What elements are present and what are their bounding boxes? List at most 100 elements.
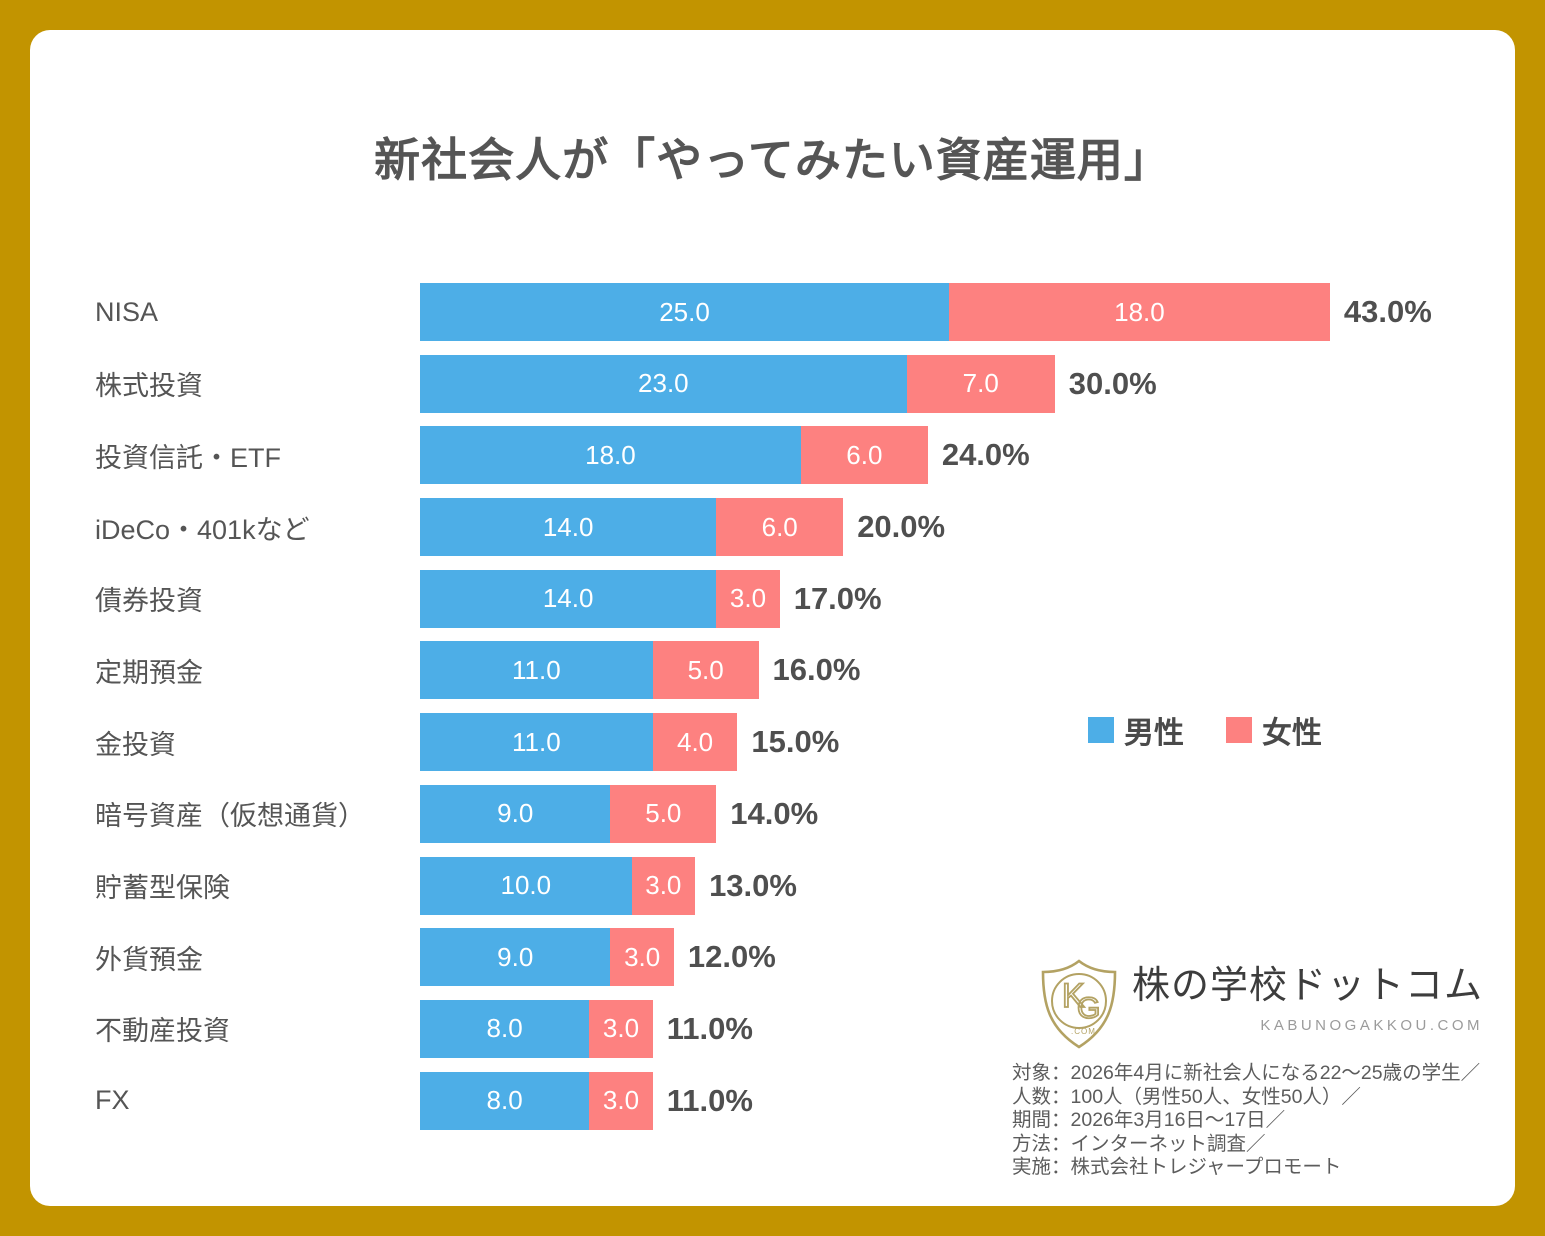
legend: 男性 女性 <box>1088 708 1322 752</box>
bar-stack: 23.0 7.0 <box>420 354 1055 413</box>
bar-male-value: 9.0 <box>497 941 534 972</box>
chart-row: 債券投資 14.0 3.0 17.0% <box>95 569 1432 628</box>
category-label: 定期預金 <box>95 657 203 688</box>
total-percent-label: 15.0% <box>751 724 840 760</box>
bar-female-segment: 18.0 <box>949 283 1330 341</box>
bar-female-segment: 4.0 <box>652 713 738 772</box>
infographic-card: 新社会人が「やってみたい資産運用」 NISA 25.0 18.0 43.0% 株… <box>30 30 1515 1206</box>
bar-male-value: 23.0 <box>638 368 689 399</box>
bar-female-segment: 3.0 <box>589 999 653 1058</box>
bar-female-value: 5.0 <box>645 798 682 829</box>
bar-male-value: 18.0 <box>585 439 636 470</box>
legend-male-label: 男性 <box>1124 717 1184 750</box>
bar-male-segment: 8.0 <box>420 1071 590 1130</box>
total-percent-label: 43.0% <box>1343 294 1432 329</box>
footnote-line: 人数：100人（男性50人、女性50人）／ <box>1012 1085 1361 1108</box>
bar-stack: 10.0 3.0 <box>420 856 696 915</box>
bar-female-segment: 3.0 <box>610 928 674 987</box>
brand-domain: KABUNOGAKKOU.COM <box>1260 1017 1484 1034</box>
bar-female-value: 3.0 <box>624 941 661 972</box>
bar-male-segment: 9.0 <box>420 784 611 843</box>
chart-row: iDeCo・401kなど 14.0 6.0 20.0% <box>95 498 1432 557</box>
bar-male-segment: 14.0 <box>420 569 717 628</box>
bar-male-value: 14.0 <box>542 511 594 542</box>
bar-stack: 14.0 6.0 <box>420 498 844 557</box>
bar-stack: 25.0 18.0 <box>420 283 1330 341</box>
bar-male-segment: 18.0 <box>420 426 801 485</box>
footnote-line: 対象：2026年4月に新社会人になる22〜25歳の学生／ <box>1012 1062 1481 1084</box>
chart-row: 外貨預金 9.0 3.0 12.0% <box>95 928 1432 987</box>
bar-male-segment: 8.0 <box>420 999 590 1058</box>
chart-row: 暗号資産（仮想通貨） 9.0 5.0 14.0% <box>95 784 1432 843</box>
svg-text:G: G <box>1077 992 1100 1025</box>
bar-male-segment: 14.0 <box>420 498 717 557</box>
bar-female-segment: 7.0 <box>906 354 1055 413</box>
bar-female-segment: 3.0 <box>716 569 780 628</box>
bar-male-segment: 11.0 <box>420 713 653 772</box>
chart-row: 定期預金 11.0 5.0 16.0% <box>95 641 1432 700</box>
total-percent-label: 13.0% <box>709 867 797 903</box>
bar-male-segment: 23.0 <box>420 354 907 413</box>
total-percent-label: 20.0% <box>857 509 946 545</box>
bar-female-segment: 6.0 <box>800 426 928 485</box>
bar-female-value: 6.0 <box>761 511 798 542</box>
chart: NISA 25.0 18.0 43.0% 株式投資 23.0 7.0 30.0%… <box>95 283 1432 1143</box>
shield-kg-icon: K G .COM <box>1041 959 1117 1049</box>
bar-stack: 14.0 3.0 <box>420 569 780 628</box>
category-label: 株式投資 <box>95 371 203 402</box>
category-label: 金投資 <box>95 729 176 760</box>
category-label: 貯蓄型保険 <box>95 873 230 903</box>
category-label: 暗号資産（仮想通貨） <box>95 801 365 832</box>
bar-stack: 11.0 5.0 <box>420 641 759 700</box>
bar-stack: 8.0 3.0 <box>420 1071 653 1130</box>
total-percent-label: 11.0% <box>666 1010 753 1046</box>
bar-male-value: 8.0 <box>486 1085 523 1116</box>
bar-stack: 18.0 6.0 <box>420 426 928 485</box>
category-label: iDeCo・401kなど <box>95 514 310 545</box>
bar-female-segment: 6.0 <box>716 498 844 557</box>
male-swatch <box>1088 717 1114 743</box>
bar-female-value: 3.0 <box>602 1085 640 1116</box>
svg-text:K: K <box>1062 977 1085 1015</box>
legend-item-female: 女性 <box>1226 708 1322 752</box>
bar-female-value: 5.0 <box>687 654 724 685</box>
legend-item-male: 男性 <box>1088 708 1184 752</box>
category-label: FX <box>95 1085 130 1116</box>
bar-male-value: 25.0 <box>659 296 710 327</box>
brand-logo: K G .COM 株の学校ドットコム KABUNOGAKKOU.COM <box>1038 958 1483 1050</box>
bar-male-value: 10.0 <box>500 870 552 900</box>
bar-female-segment: 5.0 <box>610 784 717 843</box>
bar-female-segment: 3.0 <box>589 1071 653 1130</box>
category-label: 債券投資 <box>95 586 203 617</box>
bar-male-value: 11.0 <box>512 726 561 757</box>
bar-male-value: 11.0 <box>512 654 561 685</box>
chart-title: 新社会人が「やってみたい資産運用」 <box>374 134 1171 186</box>
bar-female-value: 18.0 <box>1114 296 1165 327</box>
legend-female-label: 女性 <box>1262 717 1322 750</box>
bar-female-value: 7.0 <box>962 368 999 399</box>
bar-stack: 8.0 3.0 <box>420 999 653 1058</box>
bar-male-segment: 9.0 <box>420 928 611 987</box>
bar-male-value: 9.0 <box>497 798 534 829</box>
bar-male-segment: 10.0 <box>420 856 632 915</box>
bar-male-value: 14.0 <box>542 583 594 614</box>
chart-row: 不動産投資 8.0 3.0 11.0% <box>95 999 1432 1058</box>
category-label: 投資信託・ETF <box>95 442 281 473</box>
bar-female-value: 3.0 <box>645 870 682 900</box>
category-label: 外貨預金 <box>95 944 203 975</box>
bar-male-segment: 25.0 <box>420 283 949 341</box>
total-percent-label: 12.0% <box>687 939 776 975</box>
chart-row: NISA 25.0 18.0 43.0% <box>95 283 1432 341</box>
total-percent-label: 16.0% <box>772 652 861 688</box>
bar-male-value: 8.0 <box>486 1013 523 1044</box>
bar-female-value: 3.0 <box>602 1013 640 1044</box>
footnote-line: 実施：株式会社トレジャープロモート <box>1012 1156 1342 1178</box>
footnote-line: 期間：2026年3月16日〜17日／ <box>1012 1109 1286 1131</box>
bar-male-segment: 11.0 <box>420 641 653 700</box>
bar-female-value: 3.0 <box>729 583 767 614</box>
bar-stack: 9.0 3.0 <box>420 928 674 987</box>
svg-text:.COM: .COM <box>1071 1027 1096 1036</box>
total-percent-label: 30.0% <box>1068 365 1157 401</box>
bar-female-segment: 3.0 <box>631 856 696 915</box>
